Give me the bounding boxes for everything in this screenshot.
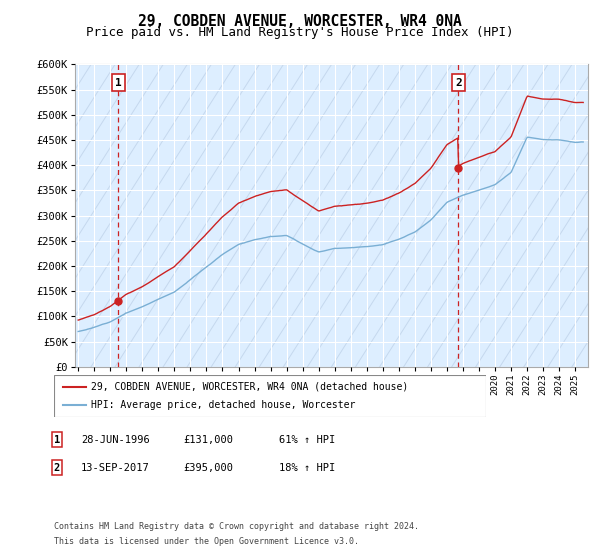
Text: 2: 2	[455, 77, 461, 87]
Text: 28-JUN-1996: 28-JUN-1996	[81, 435, 150, 445]
Text: 29, COBDEN AVENUE, WORCESTER, WR4 0NA: 29, COBDEN AVENUE, WORCESTER, WR4 0NA	[138, 14, 462, 29]
Text: £395,000: £395,000	[183, 463, 233, 473]
Text: 1: 1	[115, 77, 121, 87]
Text: 18% ↑ HPI: 18% ↑ HPI	[279, 463, 335, 473]
Text: 13-SEP-2017: 13-SEP-2017	[81, 463, 150, 473]
Text: 1: 1	[54, 435, 60, 445]
Text: 29, COBDEN AVENUE, WORCESTER, WR4 0NA (detached house): 29, COBDEN AVENUE, WORCESTER, WR4 0NA (d…	[91, 382, 408, 392]
Text: 61% ↑ HPI: 61% ↑ HPI	[279, 435, 335, 445]
Text: HPI: Average price, detached house, Worcester: HPI: Average price, detached house, Worc…	[91, 400, 355, 410]
Text: This data is licensed under the Open Government Licence v3.0.: This data is licensed under the Open Gov…	[54, 537, 359, 546]
Text: 2: 2	[54, 463, 60, 473]
Text: £131,000: £131,000	[183, 435, 233, 445]
Text: Price paid vs. HM Land Registry's House Price Index (HPI): Price paid vs. HM Land Registry's House …	[86, 26, 514, 39]
Text: Contains HM Land Registry data © Crown copyright and database right 2024.: Contains HM Land Registry data © Crown c…	[54, 522, 419, 531]
